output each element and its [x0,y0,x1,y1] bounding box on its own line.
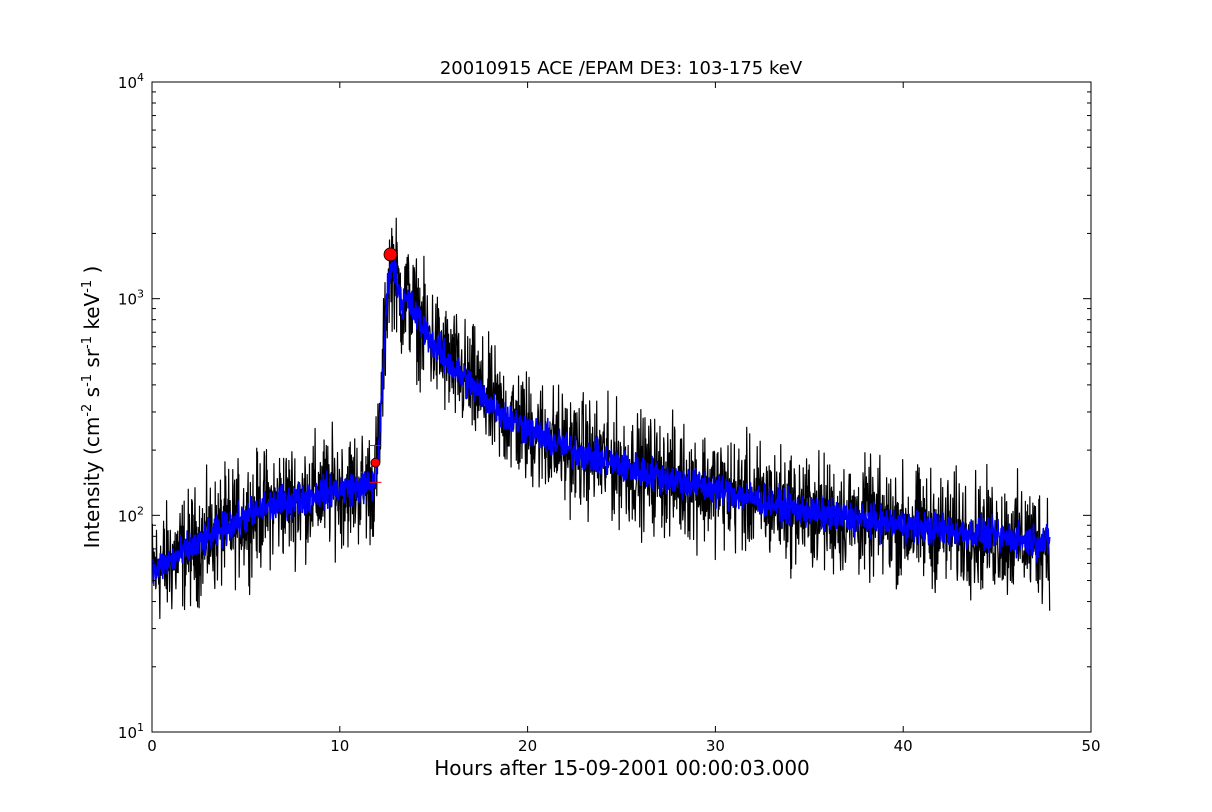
series-line-smoothed [152,252,1051,584]
y-axis-title-close: ) [80,266,104,280]
x-tick-label: 20 [518,737,537,755]
y-tick-label-exp: 3 [137,288,144,301]
y-axis-title: Intensity (cm-2 s-1 sr-1 keV-1 ) [80,266,104,549]
series-layer [152,217,1051,620]
x-tick-label: 50 [1081,737,1100,755]
marker-point-0 [370,457,381,468]
y-tick-label-exp: 1 [137,721,144,734]
y-tick-label-base: 10 [118,74,137,92]
plot-frame [151,81,1092,733]
y-axis-title-sr: sr [80,348,104,374]
y-axis-title-exp-kev: -1 [80,280,95,293]
x-tick-label: 0 [147,737,157,755]
y-tick-label: 104 [118,71,144,92]
y-axis-title-s: s [80,387,104,404]
y-tick-label-base: 10 [118,507,137,525]
y-tick-label-base: 10 [118,291,137,309]
y-tick-label: 101 [118,721,144,742]
chart-title: 20010915 ACE /EPAM DE3: 103-175 keV [440,58,803,79]
x-tick-label: 30 [706,737,725,755]
x-axis-title: Hours after 15-09-2001 00:00:03.000 [434,756,810,780]
y-tick-label: 103 [118,288,144,309]
x-axis-ticks: 0 10 20 30 40 50 [147,82,1101,755]
series-line-raw [152,217,1051,620]
y-axis-title-exp-cm: -2 [80,404,95,417]
x-tick-label: 10 [330,737,349,755]
x-tick-label: 40 [894,737,913,755]
y-tick-label-base: 10 [118,724,137,742]
y-axis-title-main: Intensity (cm [80,417,104,549]
y-tick-label: 102 [118,504,144,525]
marker-layer [369,247,398,483]
y-axis-title-kev: keV [80,292,104,336]
y-tick-label-exp: 4 [137,71,144,84]
y-axis-title-exp-sr: -1 [80,336,95,349]
y-axis-title-exp-s: -1 [80,374,95,387]
y-tick-label-exp: 2 [137,504,144,517]
plot-area [152,217,1051,620]
marker-point-1 [383,247,398,262]
